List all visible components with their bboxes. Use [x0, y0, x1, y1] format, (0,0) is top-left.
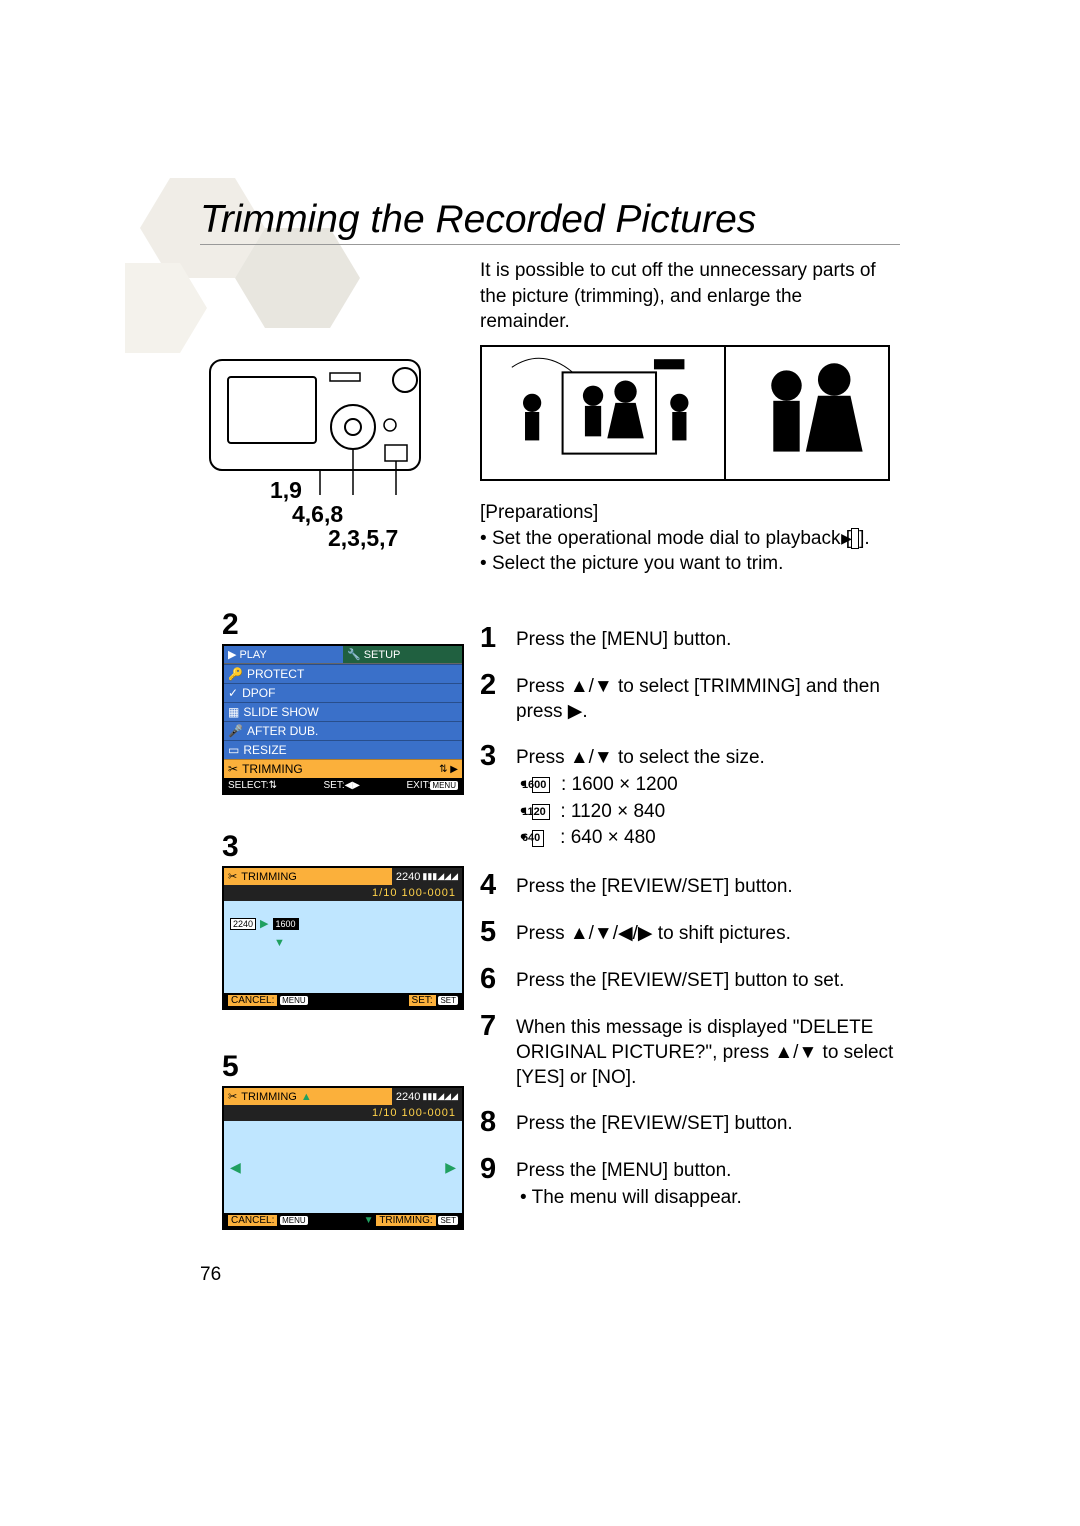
- prep-item-1: • Set the operational mode dial to playb…: [480, 526, 900, 552]
- lcd5-info: 1/10 100-0001: [224, 1105, 462, 1121]
- camera-callouts: 1,9 4,6,8 2,3,5,7: [270, 478, 398, 550]
- step-7: 7When this message is displayed "DELETE …: [480, 1012, 904, 1090]
- menu-dpof: ✓ DPOF: [224, 683, 462, 702]
- lcd5-badges: 2240▮▮▮◢◢◢: [392, 1088, 462, 1105]
- menu-footer: SELECT:⇅ SET:◀▶ EXIT:MENU: [224, 778, 462, 793]
- step-6: 6Press the [REVIEW/SET] button to set.: [480, 965, 904, 994]
- step-9: 9 Press the [MENU] button. • The menu wi…: [480, 1155, 904, 1212]
- playback-icon: ▶: [851, 528, 859, 549]
- lcd5-footer: CANCEL: MENU ▼ TRIMMING: SET: [224, 1213, 462, 1228]
- camera-illustration: [200, 335, 450, 500]
- tab-play: ▶ PLAY: [224, 646, 343, 664]
- size-1600: • 1600 : 1600 × 1200: [516, 773, 904, 798]
- callout-2-3-5-7: 2,3,5,7: [270, 526, 398, 550]
- left-step-3: 3: [222, 830, 464, 864]
- menu-trimming: ✂ TRIMMING⇅ ▶: [224, 759, 462, 778]
- illus-cropped: [724, 347, 888, 479]
- tab-setup: 🔧 SETUP: [343, 646, 462, 664]
- step-4: 4Press the [REVIEW/SET] button.: [480, 871, 904, 900]
- screenshot-3: 3 ✂ TRIMMING 2240▮▮▮◢◢◢ 1/10 100-0001 22…: [222, 830, 464, 1010]
- manual-page: Trimming the Recorded Pictures It is pos…: [0, 0, 1080, 1526]
- lcd5-header: ✂ TRIMMING ▲: [224, 1088, 392, 1105]
- left-step-5: 5: [222, 1050, 464, 1084]
- step-9-note: • The menu will disappear.: [516, 1186, 904, 1211]
- callout-1-9: 1,9: [270, 478, 398, 502]
- lcd5-body: ◀▶: [224, 1121, 462, 1213]
- title-rule: [200, 244, 900, 245]
- screenshot-2: 2 ▶ PLAY 🔧 SETUP 🔑 PROTECT ✓ DPOF ▦ SLID…: [222, 608, 464, 795]
- intro-text: It is possible to cut off the unnecessar…: [480, 258, 890, 335]
- menu-afterdub: 🎤 AFTER DUB.: [224, 721, 462, 740]
- size-640: • 640 : 640 × 480: [516, 826, 904, 851]
- step-1: 1Press the [MENU] button.: [480, 624, 904, 653]
- preparations: [Preparations] • Set the operational mod…: [480, 500, 900, 577]
- prep-heading: [Preparations]: [480, 500, 900, 526]
- step-8: 8Press the [REVIEW/SET] button.: [480, 1108, 904, 1137]
- lcd3-info: 1/10 100-0001: [224, 885, 462, 901]
- menu-protect: 🔑 PROTECT: [224, 664, 462, 683]
- step-list: 1Press the [MENU] button. 2Press ▲/▼ to …: [480, 624, 904, 1231]
- lcd3-header: ✂ TRIMMING: [224, 868, 392, 885]
- menu-resize: ▭ RESIZE: [224, 740, 462, 759]
- illus-original: [482, 347, 724, 479]
- menu-slideshow: ▦ SLIDE SHOW: [224, 702, 462, 721]
- trimming-illustration: [480, 345, 890, 481]
- lcd3-body: 2240 ▶ 1600 ▼: [224, 901, 462, 993]
- lcd3-footer: CANCEL: MENU SET: SET: [224, 993, 462, 1008]
- step-3: 3 Press ▲/▼ to select the size. • 1600 :…: [480, 742, 904, 853]
- lcd3-badges: 2240▮▮▮◢◢◢: [392, 868, 462, 885]
- page-title: Trimming the Recorded Pictures: [200, 198, 756, 242]
- step-5: 5Press ▲/▼/◀/▶ to shift pictures.: [480, 918, 904, 947]
- size-1120: • 1120 : 1120 × 840: [516, 800, 904, 825]
- step-2: 2Press ▲/▼ to select [TRIMMING] and then…: [480, 671, 904, 724]
- left-step-2: 2: [222, 608, 464, 642]
- screenshot-5: 5 ✂ TRIMMING ▲ 2240▮▮▮◢◢◢ 1/10 100-0001 …: [222, 1050, 464, 1230]
- play-menu: ▶ PLAY 🔧 SETUP 🔑 PROTECT ✓ DPOF ▦ SLIDE …: [222, 644, 464, 795]
- prep-item-2: • Select the picture you want to trim.: [480, 551, 900, 577]
- callout-4-6-8: 4,6,8: [270, 502, 398, 526]
- page-number: 76: [200, 1264, 221, 1286]
